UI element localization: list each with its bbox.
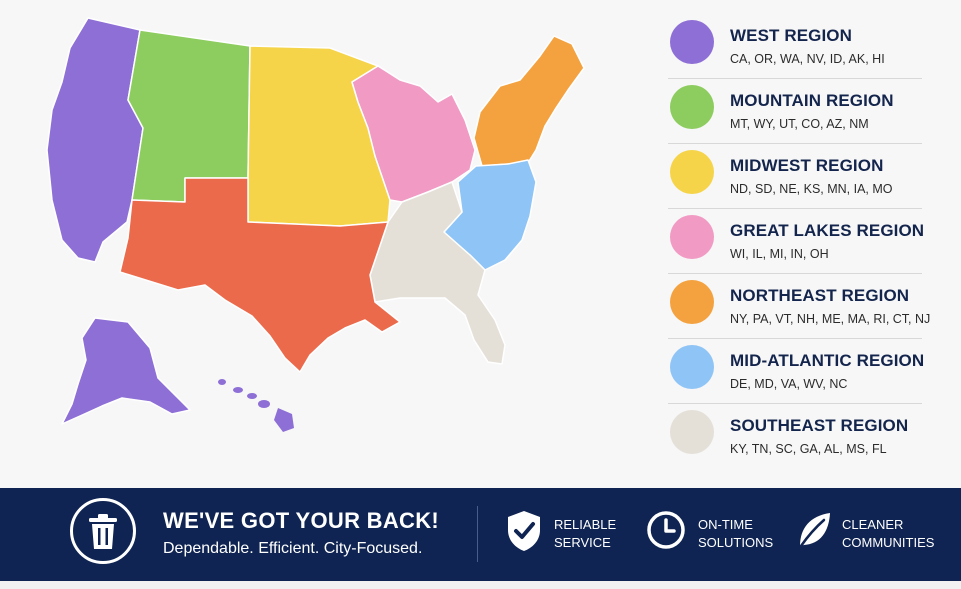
us-regions-map	[46, 17, 585, 432]
legend-region-name: MIDWEST REGION	[730, 156, 884, 175]
map-region-northeast[interactable]	[473, 35, 585, 167]
legend-item-west[interactable]: WEST REGION CA, OR, WA, NV, ID, AK, HI	[668, 14, 922, 79]
legend-region-name: GREAT LAKES REGION	[730, 221, 925, 240]
legend-item-great-lakes[interactable]: GREAT LAKES REGION WI, IL, MI, IN, OH	[668, 209, 925, 274]
map-region-southeast[interactable]	[369, 181, 506, 365]
legend-region-states: ND, SD, NE, KS, MN, IA, MO	[730, 182, 893, 196]
trash-can-icon	[70, 498, 136, 564]
banner-divider	[477, 506, 478, 562]
legend-swatch	[670, 150, 714, 194]
legend-swatch	[670, 215, 714, 259]
legend-region-states: KY, TN, SC, GA, AL, MS, FL	[730, 442, 887, 456]
legend-swatch	[670, 280, 714, 324]
region-legend: WEST REGION CA, OR, WA, NV, ID, AK, HI MOU…	[668, 14, 930, 469]
footer-banner: WE'VE GOT YOUR BACK! Dependable. Efficie…	[0, 488, 961, 581]
feature-label-line2: SERVICE	[554, 535, 611, 550]
shield-check-icon	[508, 511, 540, 551]
legend-region-name: WEST REGION	[730, 26, 852, 45]
leaf-icon	[799, 513, 830, 548]
legend-item-mountain[interactable]: MOUNTAIN REGION MT, WY, UT, CO, AZ, NM	[668, 79, 922, 144]
legend-item-northeast[interactable]: NORTHEAST REGION NY, PA, VT, NH, ME, MA, …	[668, 274, 930, 339]
map-region-great-lakes[interactable]	[351, 65, 476, 203]
legend-region-states: DE, MD, VA, WV, NC	[730, 377, 848, 391]
map-region-south-central[interactable]	[119, 177, 401, 373]
banner-tagline: Dependable. Efficient. City-Focused.	[163, 540, 423, 557]
map-region-hawaii[interactable]	[218, 379, 294, 432]
legend-region-states: CA, OR, WA, NV, ID, AK, HI	[730, 52, 885, 66]
banner-headline: WE'VE GOT YOUR BACK!	[163, 508, 440, 533]
legend-region-name: MID-ATLANTIC REGION	[730, 351, 925, 370]
legend-item-midwest[interactable]: MIDWEST REGION ND, SD, NE, KS, MN, IA, MO	[668, 144, 922, 209]
us-map-svg	[46, 17, 585, 432]
legend-region-name: SOUTHEAST REGION	[730, 416, 909, 435]
feature-label-line1: RELIABLE	[554, 517, 617, 532]
feature-label-line2: COMMUNITIES	[842, 535, 935, 550]
feature-label-line2: SOLUTIONS	[698, 535, 774, 550]
clock-icon	[647, 511, 685, 549]
map-region-mountain[interactable]	[127, 29, 251, 203]
legend-region-states: WI, IL, MI, IN, OH	[730, 247, 829, 261]
legend-swatch	[670, 20, 714, 64]
legend-region-states: NY, PA, VT, NH, ME, MA, RI, CT, NJ	[730, 312, 931, 326]
feature-label-line1: ON-TIME	[698, 517, 753, 532]
legend-region-states: MT, WY, UT, CO, AZ, NM	[730, 117, 869, 131]
legend-swatch	[670, 410, 714, 454]
legend-swatch	[670, 85, 714, 129]
legend-swatch	[670, 345, 714, 389]
legend-region-name: NORTHEAST REGION	[730, 286, 910, 305]
map-region-alaska[interactable]	[61, 317, 191, 425]
feature-label-line1: CLEANER	[842, 517, 904, 532]
legend-region-name: MOUNTAIN REGION	[730, 91, 894, 110]
legend-item-southeast[interactable]: SOUTHEAST REGION KY, TN, SC, GA, AL, MS, …	[668, 404, 922, 469]
legend-item-mid-atlantic[interactable]: MID-ATLANTIC REGION DE, MD, VA, WV, NC	[668, 339, 925, 404]
bottom-strip	[0, 581, 961, 589]
